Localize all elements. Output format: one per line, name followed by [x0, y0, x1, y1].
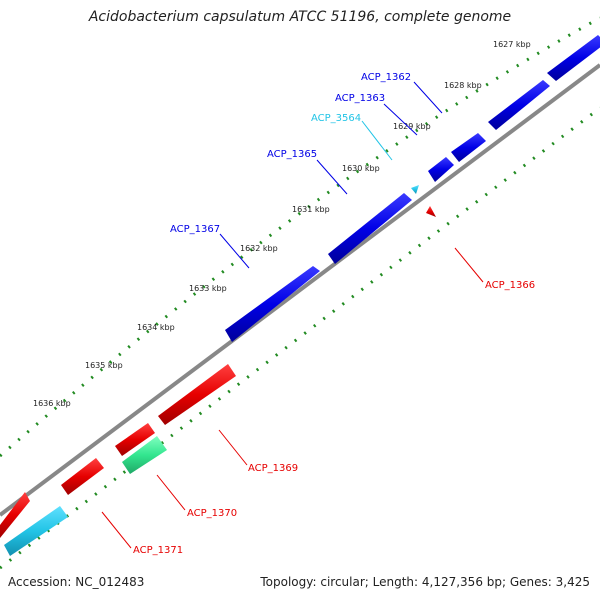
- gene-label-ACP-1367[interactable]: ACP_1367: [170, 224, 220, 235]
- gene-label-ACP-3564[interactable]: ACP_3564: [311, 113, 361, 124]
- kbp-labels: 1627 kbp 1628 kbp 1629 kbp 1630 kbp 1631…: [33, 40, 531, 408]
- kbp-label-1634: 1634 kbp: [137, 323, 175, 332]
- gene-ACP-1362-shape[interactable]: [547, 35, 600, 81]
- gene-ACP-1370-shape[interactable]: [122, 436, 167, 474]
- gene-label-ACP-1363[interactable]: ACP_1363: [335, 93, 385, 104]
- forward-genes: [225, 35, 600, 342]
- gene-ACP-1371-shape[interactable]: [4, 506, 68, 556]
- gene-ACP-1368-shape[interactable]: [225, 266, 320, 342]
- gene-ACP-1364-shape[interactable]: [451, 133, 486, 162]
- kbp-label-1635: 1635 kbp: [85, 361, 123, 370]
- gene-labels: ACP_1362 ACP_1363 ACP_3564 ACP_1365 ACP_…: [133, 72, 535, 556]
- inner-tick-ring: [0, 106, 600, 570]
- kbp-label-1632: 1632 kbp: [240, 244, 278, 253]
- genome-backbone: [0, 63, 600, 517]
- reverse-genes: [0, 206, 436, 538]
- gene-label-ACP-1370[interactable]: ACP_1370: [187, 508, 237, 519]
- gene-ACP-1367-shape[interactable]: [328, 193, 412, 264]
- gene-ACP-1369-shape[interactable]: [158, 364, 236, 425]
- leader-lines: [101, 81, 484, 549]
- kbp-label-1629: 1629 kbp: [393, 122, 431, 131]
- kbp-label-1636: 1636 kbp: [33, 399, 71, 408]
- gene-ACP-1365-shape[interactable]: [428, 157, 454, 182]
- gene-ACP-1369b-shape[interactable]: [115, 423, 155, 456]
- genome-summary: Topology: circular; Length: 4,127,356 bp…: [260, 575, 590, 589]
- accession-label: Accession: NC_012483: [8, 575, 145, 589]
- outer-tick-ring: [0, 16, 600, 458]
- gene-ACP-1363-shape[interactable]: [488, 80, 550, 130]
- kbp-label-1627: 1627 kbp: [493, 40, 531, 49]
- gene-ACP-1371b-shape[interactable]: [0, 492, 30, 538]
- gene-ACP-1366-shape[interactable]: [426, 206, 436, 217]
- kbp-label-1633: 1633 kbp: [189, 284, 227, 293]
- gene-ACP-3564-shape[interactable]: [411, 185, 419, 194]
- gene-label-ACP-1362[interactable]: ACP_1362: [361, 72, 411, 83]
- gene-ACP-1370b-shape[interactable]: [61, 458, 104, 495]
- gene-label-ACP-1371[interactable]: ACP_1371: [133, 545, 183, 556]
- kbp-label-1631: 1631 kbp: [292, 205, 330, 214]
- map-title: Acidobacterium capsulatum ATCC 51196, co…: [88, 9, 512, 25]
- gene-label-ACP-1365[interactable]: ACP_1365: [267, 149, 317, 160]
- gene-label-ACP-1369[interactable]: ACP_1369: [248, 463, 298, 474]
- kbp-label-1628: 1628 kbp: [444, 81, 482, 90]
- kbp-label-1630: 1630 kbp: [342, 164, 380, 173]
- gene-label-ACP-1366[interactable]: ACP_1366: [485, 280, 535, 291]
